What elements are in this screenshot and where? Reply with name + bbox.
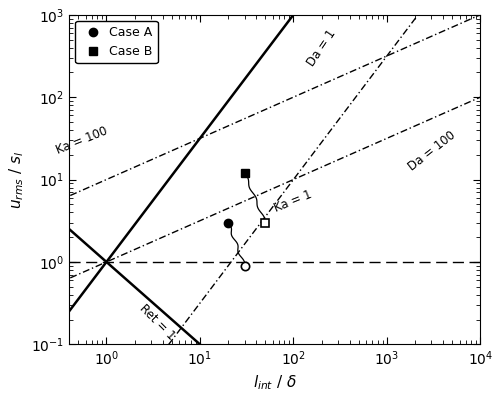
Text: Ka = 1: Ka = 1 <box>272 188 314 214</box>
Text: Da = 100: Da = 100 <box>406 129 458 174</box>
Text: Da = 1: Da = 1 <box>304 27 338 68</box>
Y-axis label: $u_{rms}$ / $s_l$: $u_{rms}$ / $s_l$ <box>7 150 26 209</box>
X-axis label: $l_{int}$ / $\delta$: $l_{int}$ / $\delta$ <box>253 373 297 392</box>
Text: Ka = 100: Ka = 100 <box>54 124 110 156</box>
Legend: Case A, Case B: Case A, Case B <box>76 21 158 63</box>
Text: Ret = 1: Ret = 1 <box>137 302 177 343</box>
